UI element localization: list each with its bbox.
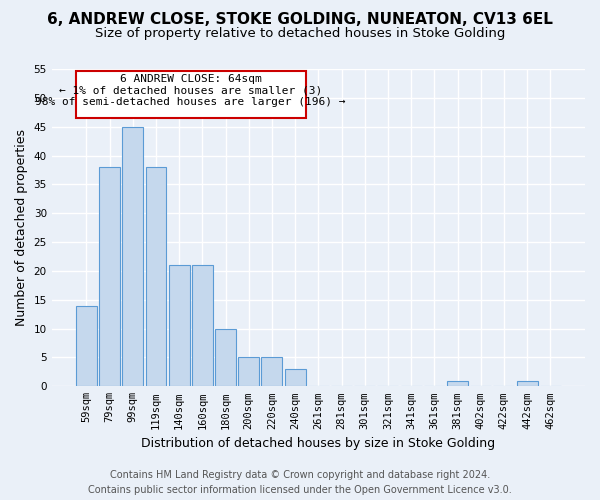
Text: Size of property relative to detached houses in Stoke Golding: Size of property relative to detached ho…: [95, 28, 505, 40]
Bar: [215, 328, 236, 386]
Text: ← 1% of detached houses are smaller (3): ← 1% of detached houses are smaller (3): [59, 85, 322, 95]
Text: 6, ANDREW CLOSE, STOKE GOLDING, NUNEATON, CV13 6EL: 6, ANDREW CLOSE, STOKE GOLDING, NUNEATON…: [47, 12, 553, 28]
Bar: [99, 167, 120, 386]
Bar: [262, 358, 283, 386]
Y-axis label: Number of detached properties: Number of detached properties: [15, 129, 28, 326]
Bar: [76, 70, 305, 118]
Bar: [169, 265, 190, 386]
Bar: [447, 380, 468, 386]
Bar: [192, 265, 213, 386]
Text: Contains HM Land Registry data © Crown copyright and database right 2024.
Contai: Contains HM Land Registry data © Crown c…: [88, 470, 512, 495]
Bar: [517, 380, 538, 386]
Bar: [238, 358, 259, 386]
Bar: [284, 369, 305, 386]
Bar: [76, 306, 97, 386]
Bar: [146, 167, 166, 386]
X-axis label: Distribution of detached houses by size in Stoke Golding: Distribution of detached houses by size …: [141, 437, 496, 450]
Text: 98% of semi-detached houses are larger (196) →: 98% of semi-detached houses are larger (…: [35, 96, 346, 106]
Bar: [122, 126, 143, 386]
Text: 6 ANDREW CLOSE: 64sqm: 6 ANDREW CLOSE: 64sqm: [120, 74, 262, 84]
